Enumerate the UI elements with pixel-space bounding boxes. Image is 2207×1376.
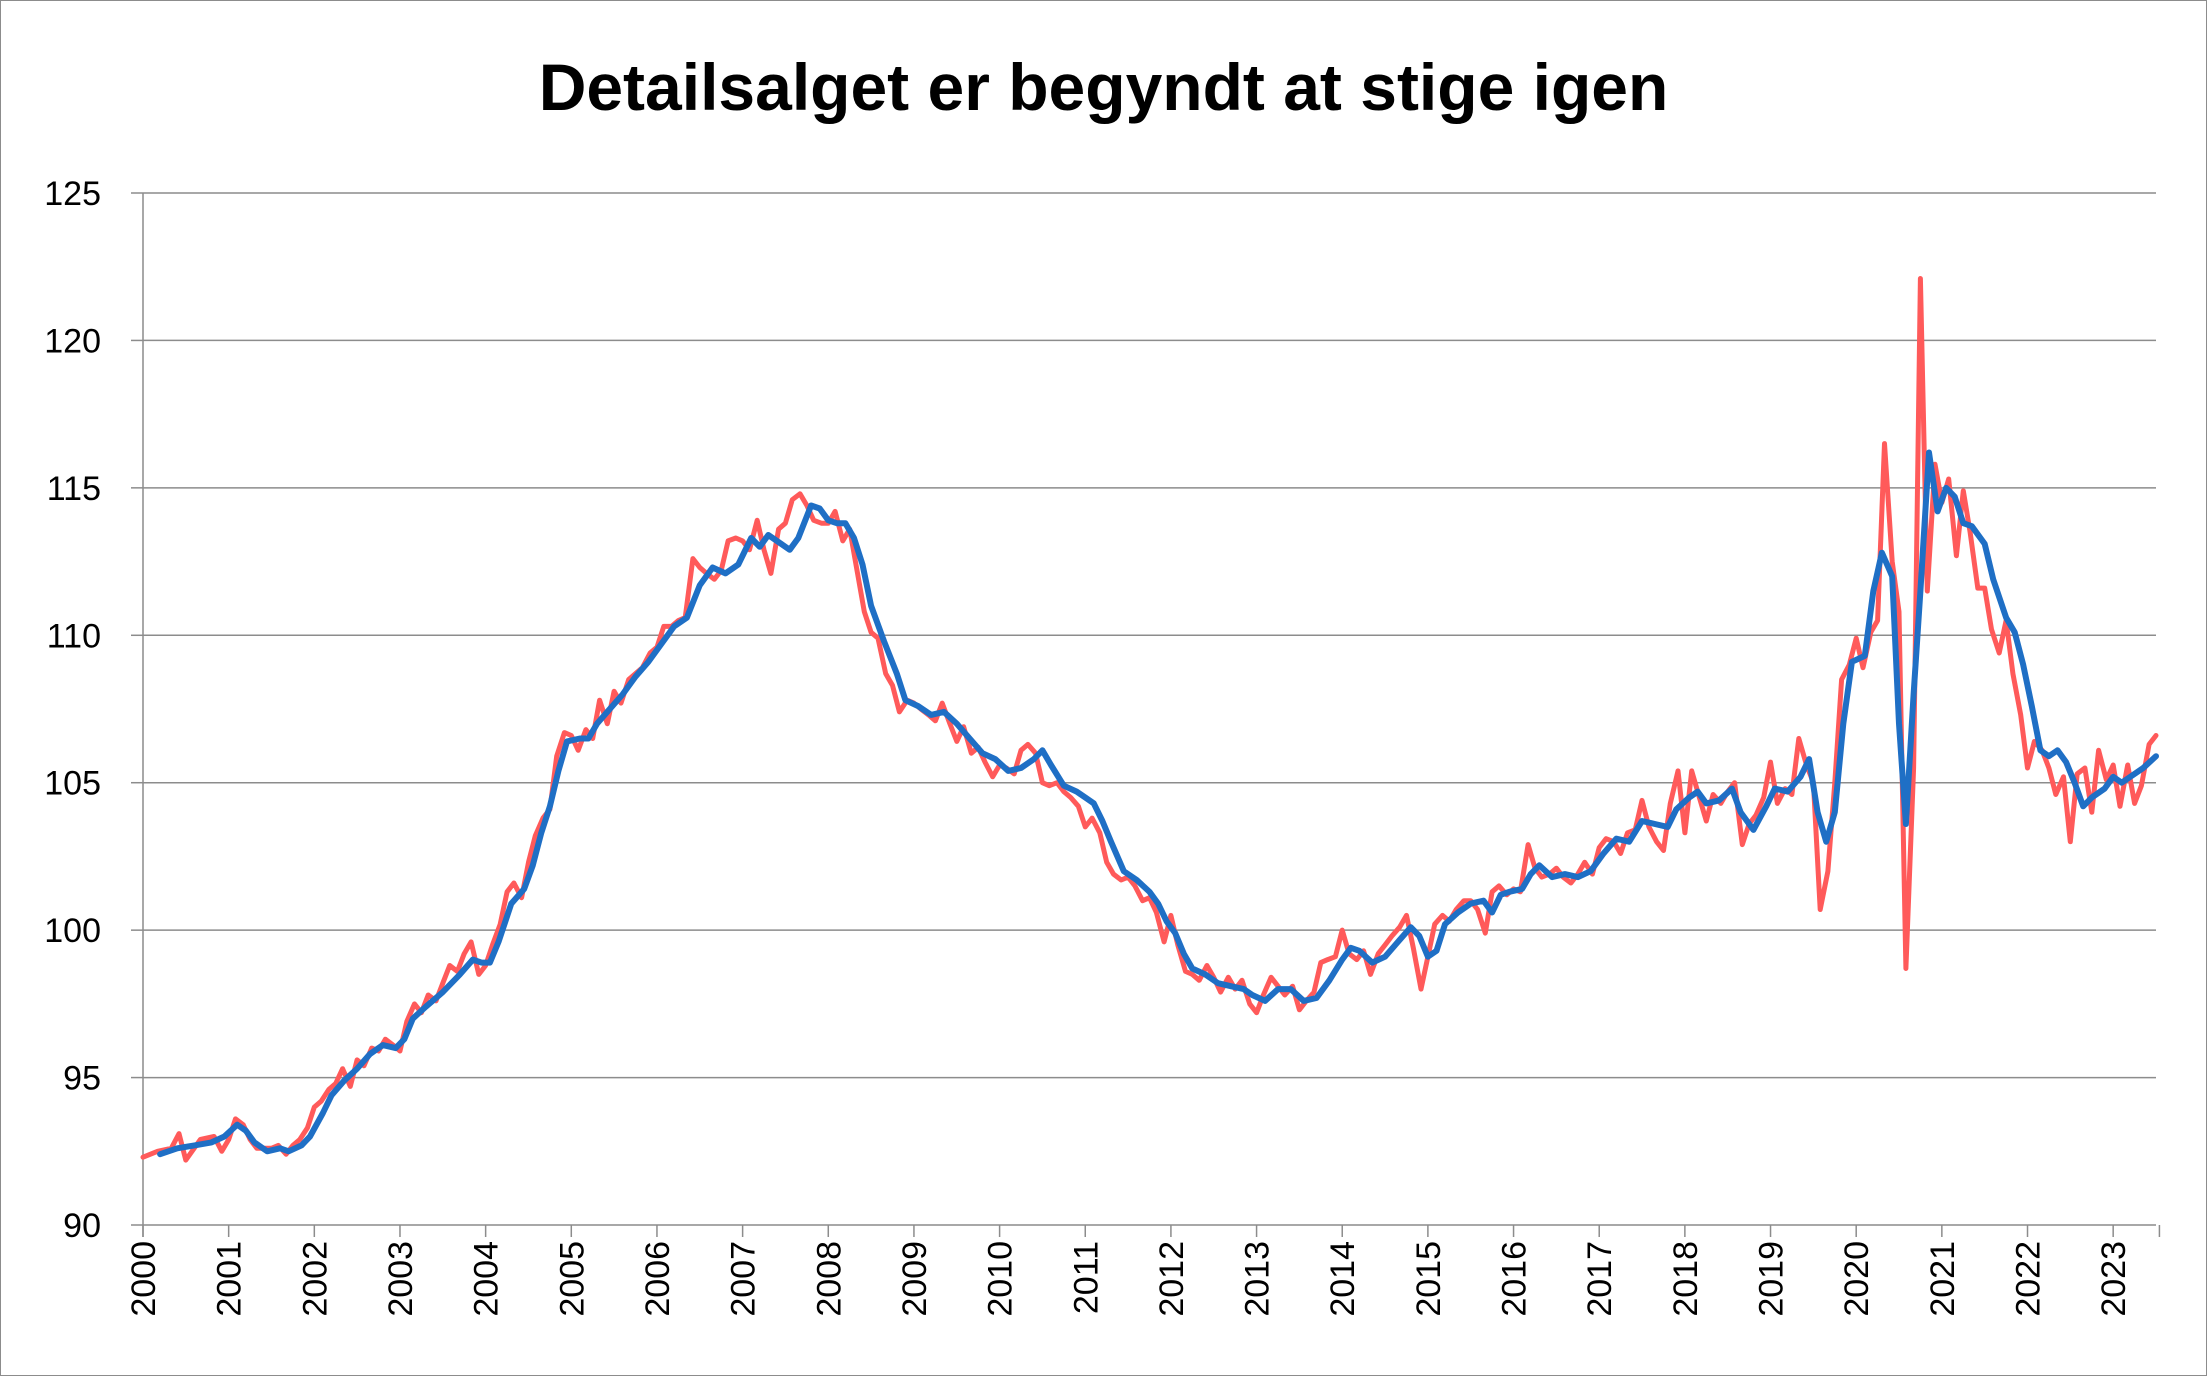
x-tick-label: 2008 [810, 1241, 848, 1317]
y-tick-label: 105 [44, 765, 101, 803]
x-tick-label: 2013 [1239, 1241, 1277, 1317]
x-tick-label: 2017 [1581, 1241, 1619, 1317]
tick-labels: 90 95 100 105 110 115 120 125 2000 2001 2002 2003 20… [44, 175, 2133, 1317]
x-tick-label: 2021 [1924, 1241, 1962, 1317]
series-line-monthly [140, 276, 2159, 1163]
gridlines [143, 192, 2156, 1079]
x-tick-label: 2004 [468, 1241, 506, 1317]
axes [131, 192, 2161, 1237]
x-tick-label: 2018 [1667, 1241, 1705, 1317]
x-tick-label: 2023 [2095, 1241, 2133, 1317]
y-tick-label: 100 [44, 912, 101, 950]
x-tick-label: 2003 [382, 1241, 420, 1317]
y-tick-label: 95 [63, 1060, 101, 1098]
x-tick-label: 2009 [896, 1241, 934, 1317]
x-tick-label: 2001 [211, 1241, 249, 1317]
chart-title: Detailsalget er begyndt at stige igen [538, 50, 1669, 124]
x-tick-label: 2011 [1067, 1241, 1105, 1314]
series-line-trend [157, 449, 2159, 1158]
x-tick-label: 2012 [1153, 1241, 1191, 1317]
x-tick-label: 2016 [1496, 1241, 1534, 1317]
y-tick-label: 125 [44, 175, 101, 213]
y-tick-label: 120 [44, 322, 101, 360]
x-tick-label: 2002 [296, 1241, 334, 1317]
x-tick-label: 2014 [1324, 1241, 1362, 1317]
x-tick-label: 2022 [2010, 1241, 2048, 1317]
x-tick-label: 2007 [725, 1241, 763, 1317]
y-tick-label: 115 [47, 470, 101, 508]
x-tick-label: 2019 [1753, 1241, 1791, 1317]
x-tick-label: 2006 [639, 1241, 677, 1317]
series-lines [140, 276, 2159, 1163]
y-tick-label: 110 [47, 617, 101, 655]
x-tick-label: 2015 [1410, 1241, 1448, 1317]
y-tick-label: 90 [63, 1207, 101, 1245]
x-tick-label: 2010 [982, 1241, 1020, 1317]
x-tick-label: 2000 [125, 1241, 163, 1317]
x-tick-label: 2005 [553, 1241, 591, 1317]
x-tick-label: 2020 [1838, 1241, 1876, 1317]
